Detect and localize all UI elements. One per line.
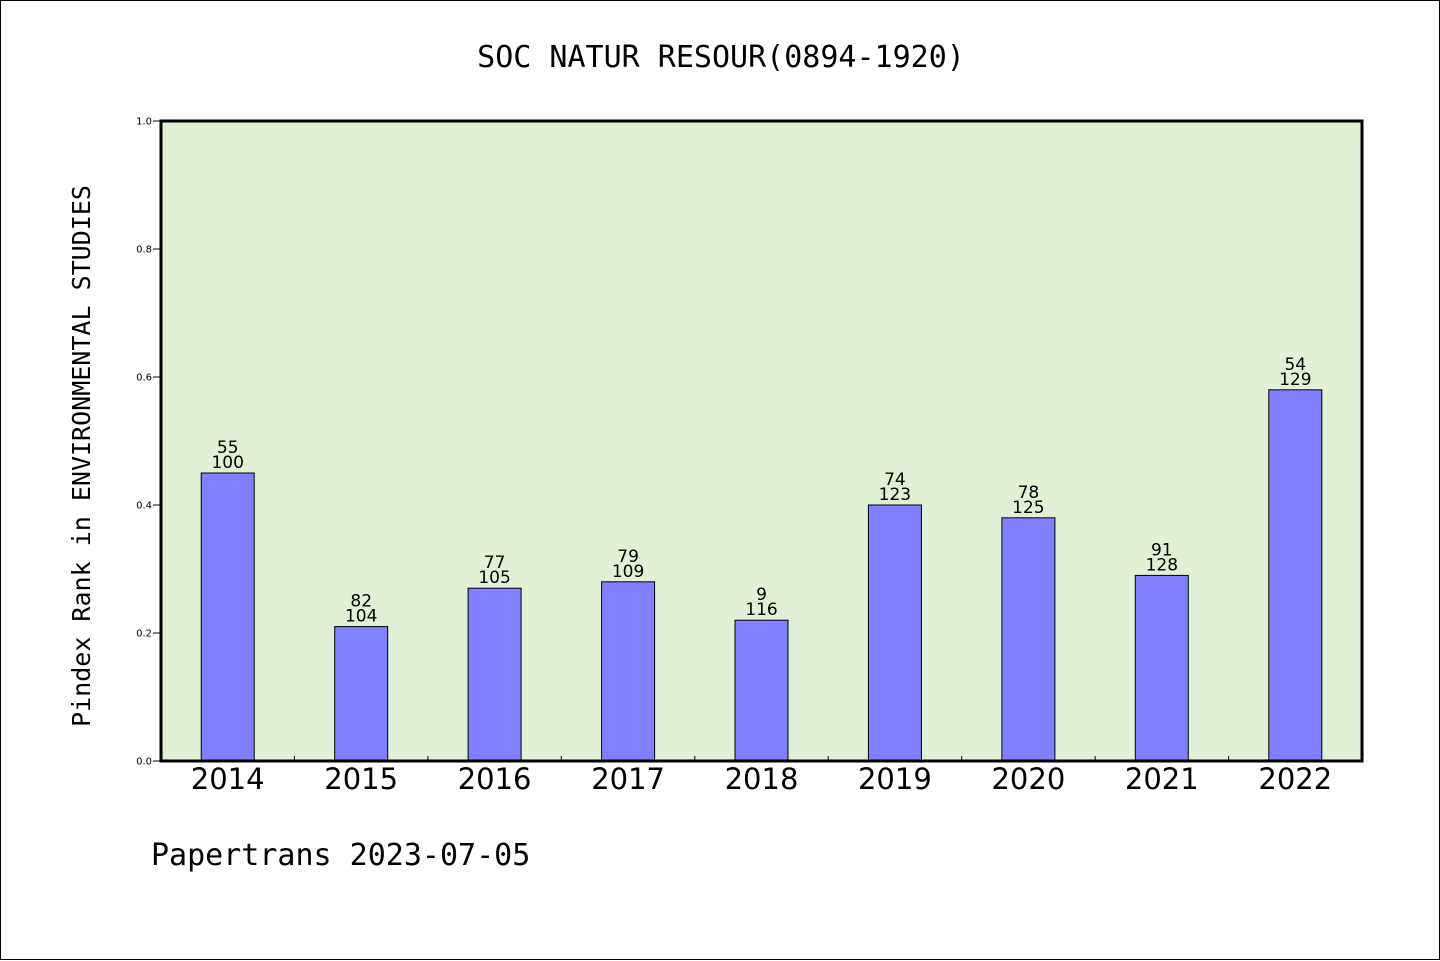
bar-2015 bbox=[334, 626, 389, 762]
x-axis-ticks: 2014 2015 2016 2017 2018 2019 2020 2021 2022 bbox=[191, 756, 1332, 796]
y-tick-label-0.0: 0.0 bbox=[136, 757, 152, 768]
bar-2019 bbox=[867, 504, 922, 762]
chart-title: SOC NATUR RESOUR(0894-1920) bbox=[477, 40, 965, 75]
bar-2022 bbox=[1268, 389, 1323, 762]
y-tick-label-0.2: 0.2 bbox=[136, 629, 152, 640]
bar-rank-label-2014: 55 bbox=[217, 438, 239, 458]
y-axis-ticks: 0.0 0.2 0.4 0.6 0.8 1.0 bbox=[136, 117, 161, 768]
bar-total-label-2016: 105 bbox=[478, 568, 510, 588]
bar-rank-label-2017: 79 bbox=[617, 547, 639, 567]
bar-rank-label-2022: 54 bbox=[1284, 355, 1306, 375]
x-tick-label-2017: 2017 bbox=[591, 762, 665, 796]
bar-rank-label-2019: 74 bbox=[884, 470, 906, 490]
bar-total-label-2019: 123 bbox=[879, 485, 911, 505]
bar-rank-label-2015: 82 bbox=[350, 592, 372, 612]
x-tick-label-2021: 2021 bbox=[1125, 762, 1199, 796]
y-tick-label-1.0: 1.0 bbox=[136, 117, 152, 128]
bars-layer bbox=[200, 389, 1323, 762]
x-tick-label-2014: 2014 bbox=[191, 762, 265, 796]
bar-2014 bbox=[200, 472, 255, 762]
bar-total-label-2020: 125 bbox=[1012, 498, 1044, 518]
bar-rank-label-2021: 91 bbox=[1151, 540, 1173, 560]
bar-rank-label-2016: 77 bbox=[484, 553, 506, 573]
bar-2020 bbox=[1001, 517, 1056, 762]
y-axis-label: Pindex Rank in ENVIRONMENTAL STUDIES bbox=[67, 185, 96, 727]
bar-2017 bbox=[601, 581, 656, 762]
x-tick-label-2022: 2022 bbox=[1258, 762, 1332, 796]
x-tick-label-2016: 2016 bbox=[458, 762, 532, 796]
bar-rank-label-2018: 9 bbox=[756, 585, 767, 605]
bar-2018 bbox=[734, 619, 789, 762]
y-tick-label-0.8: 0.8 bbox=[136, 245, 152, 256]
y-tick-label-0.6: 0.6 bbox=[136, 373, 152, 384]
x-tick-label-2018: 2018 bbox=[725, 762, 799, 796]
bar-total-label-2015: 104 bbox=[345, 607, 377, 627]
bar-rank-label-2020: 78 bbox=[1018, 483, 1040, 503]
x-tick-label-2019: 2019 bbox=[858, 762, 932, 796]
bar-2021 bbox=[1134, 574, 1189, 762]
bar-total-label-2021: 128 bbox=[1146, 555, 1178, 575]
footer-date-stamp: Papertrans 2023-07-05 bbox=[151, 838, 530, 873]
y-tick-label-0.4: 0.4 bbox=[136, 501, 152, 512]
x-tick-label-2015: 2015 bbox=[324, 762, 398, 796]
bar-total-label-2022: 129 bbox=[1279, 370, 1311, 390]
plot-border bbox=[159, 119, 1364, 763]
bar-2016 bbox=[467, 587, 522, 762]
x-tick-label-2020: 2020 bbox=[991, 762, 1065, 796]
bar-total-label-2018: 116 bbox=[745, 600, 777, 620]
bar-total-label-2014: 100 bbox=[211, 453, 243, 473]
bar-total-label-2017: 109 bbox=[612, 562, 644, 582]
